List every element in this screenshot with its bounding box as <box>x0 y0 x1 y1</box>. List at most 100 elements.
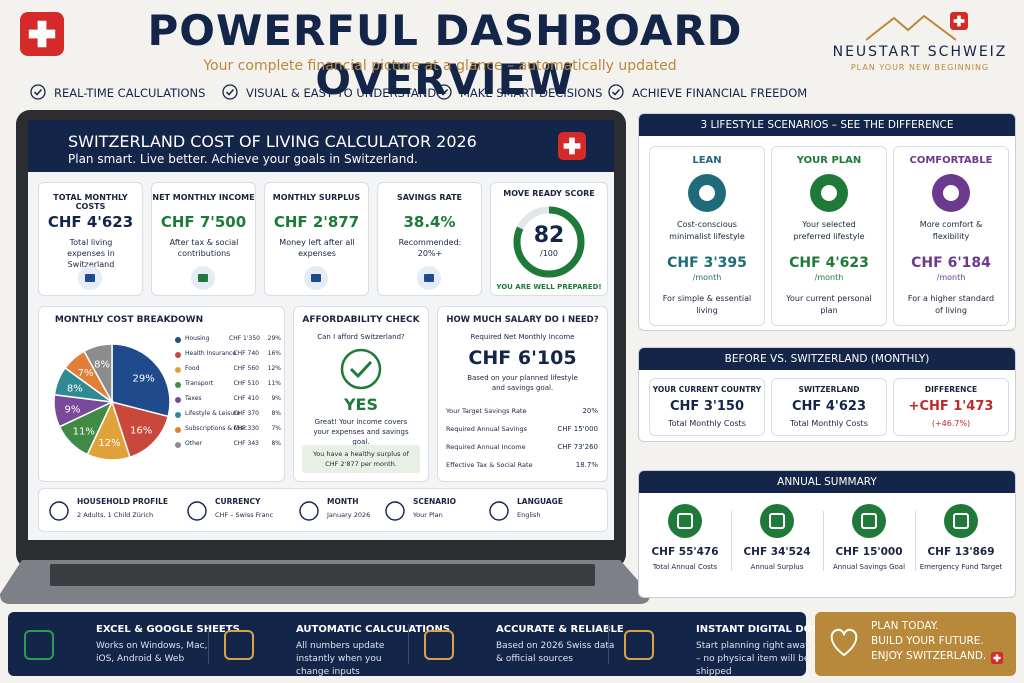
legend-amount: CHF 410 <box>233 395 259 402</box>
calc-subtitle: Plan smart. Live better. Achieve your go… <box>68 152 418 166</box>
slice-label: 9% <box>65 404 81 415</box>
footer-icon <box>224 630 254 660</box>
calc-title: SWITZERLAND COST OF LIVING CALCULATOR 20… <box>68 132 477 151</box>
breakdown-card: MONTHLY COST BREAKDOWN 29% 16% 12% 11% 9% 8% 7%… <box>38 306 285 482</box>
salary-value: CHF 6'105 <box>468 347 577 369</box>
legend-amount: CHF 510 <box>233 380 259 387</box>
kpi-note: Money left after all expenses <box>279 238 355 258</box>
legend-dot <box>175 367 181 373</box>
kpi-note: Recommended: 20%+ <box>398 238 462 258</box>
compare-card: SWITZERLAND CHF 4'623 Total Monthly Costs <box>771 378 887 436</box>
compare-label: DIFFERENCE <box>924 385 978 394</box>
compare-value: +CHF 1'473 <box>908 399 994 414</box>
legend-pct: 11% <box>267 380 281 387</box>
cta-box: PLAN TODAY. BUILD YOUR FUTURE. ENJOY SWITZ… <box>815 612 1016 676</box>
annual-label: Total Annual Costs <box>652 563 718 571</box>
compare-value: CHF 3'150 <box>670 399 744 414</box>
legend-amount: CHF 1'350 <box>229 335 260 342</box>
keyboard <box>50 564 595 586</box>
scenario-value: CHF 6'184 <box>911 255 991 271</box>
annual-label: Emergency Fund Target <box>919 563 1003 571</box>
scenario-value: CHF 3'395 <box>667 255 747 271</box>
glyph <box>861 513 877 529</box>
scenario-note: For a higher standard of living <box>907 294 995 315</box>
salary-row-label: Required Annual Savings <box>446 425 528 433</box>
legend-pct: 8% <box>271 410 281 417</box>
glyph <box>699 185 715 201</box>
salary-label: Required Net Monthly Income <box>470 333 575 341</box>
pie-slice <box>83 343 113 403</box>
salary-row-value: 20% <box>582 407 598 415</box>
compare-note: Total Monthly Costs <box>790 419 868 428</box>
footer-title: INSTANT DIGITAL DOWNLOAD <box>696 624 862 635</box>
legend-dot <box>175 382 181 388</box>
annual-value: CHF 13'869 <box>927 546 995 558</box>
glyph <box>424 630 454 660</box>
afford-card: AFFORDABILITY CHECK Can I afford Switzerl… <box>293 306 429 482</box>
footer-bar: EXCEL & GOOGLE SHEETS Works on Windows, M… <box>8 612 862 677</box>
compare-card: YOUR CURRENT COUNTRY CHF 3'150 Total Month… <box>649 378 765 436</box>
salary-note: Based on your planned lifestyle and savi… <box>467 374 578 392</box>
icon <box>760 504 794 538</box>
icon <box>668 504 702 538</box>
panel: BEFORE VS. SWITZERLAND (MONTHLY) YOUR CUR… <box>638 347 1016 442</box>
brand: NEUSTART SCHWEIZ <box>832 44 1008 60</box>
scenario-name: LEAN <box>692 155 722 166</box>
scenario-desc: Cost-conscious minimalist lifestyle <box>669 220 745 241</box>
legend-pct: 9% <box>271 395 281 402</box>
legend-name: Subscriptions & Misc. <box>185 425 250 432</box>
slice-label: 7% <box>78 368 94 379</box>
legend-dot <box>175 337 181 343</box>
yes-circle <box>340 348 382 390</box>
breakdown-title: MONTHLY COST BREAKDOWN <box>54 315 204 325</box>
glyph <box>424 274 434 282</box>
icon-outline <box>49 501 69 521</box>
check <box>225 88 235 96</box>
kpi-note: After tax & social contributions <box>169 238 239 258</box>
glyph <box>821 185 837 201</box>
score-card: MOVE READY SCORE 82/100 YOU ARE WELL PREPA… <box>490 182 608 296</box>
scenario-unit: /month <box>814 273 844 282</box>
score-value: 82 <box>533 223 565 248</box>
icon <box>932 174 970 212</box>
glyph <box>953 513 969 529</box>
pie: 29%16%12%11%9%8%7%8% <box>53 343 171 461</box>
legend-name: Food <box>185 365 200 372</box>
glyph <box>311 274 321 282</box>
divider <box>408 624 409 664</box>
salary-row-value: 18.7% <box>575 461 598 469</box>
scenario-note: Your current personal plan <box>786 294 872 315</box>
legend-pct: 8% <box>271 440 281 447</box>
salary-row-label: Your Target Savings Rate <box>446 407 527 415</box>
swiss-flag <box>991 652 1003 664</box>
divider <box>823 511 824 571</box>
footer-text: All numbers update instantly when you ch… <box>296 641 385 677</box>
footer-text: Works on Windows, Mac, iOS, Android & We… <box>96 641 208 664</box>
profile-label: SCENARIO <box>413 497 457 506</box>
profile-icon <box>187 501 207 521</box>
salary-card: HOW MUCH SALARY DO I NEED? Required Net M… <box>437 306 608 482</box>
legend-pct: 7% <box>271 425 281 432</box>
glyph <box>677 513 693 529</box>
profile-label: MONTH <box>327 497 359 506</box>
icon-circle <box>760 504 794 538</box>
check <box>33 88 43 96</box>
icon <box>944 504 978 538</box>
mountain <box>866 14 956 41</box>
kpi-value: CHF 7'500 <box>160 213 247 231</box>
profile-value: CHF – Swiss Franc <box>215 511 274 519</box>
profile-icon <box>299 501 319 521</box>
icon <box>304 266 328 290</box>
feature: MAKE SMART DECISIONS <box>460 86 603 100</box>
compare-note: (+46.7%) <box>931 419 971 428</box>
scenario-value: CHF 4'623 <box>789 255 869 271</box>
divider <box>208 624 209 664</box>
kpi-card: MONTHLY SURPLUS CHF 2'877 Money left after… <box>264 182 369 296</box>
kpi-note: Total living expenses in Switzerland <box>67 238 115 269</box>
afford-title: AFFORDABILITY CHECK <box>302 315 420 325</box>
legend-amount: CHF 330 <box>233 425 259 432</box>
legend-name: Lifestyle & Leisure <box>185 410 241 417</box>
glyph <box>624 630 654 660</box>
kpi-value: CHF 2'877 <box>273 213 360 231</box>
